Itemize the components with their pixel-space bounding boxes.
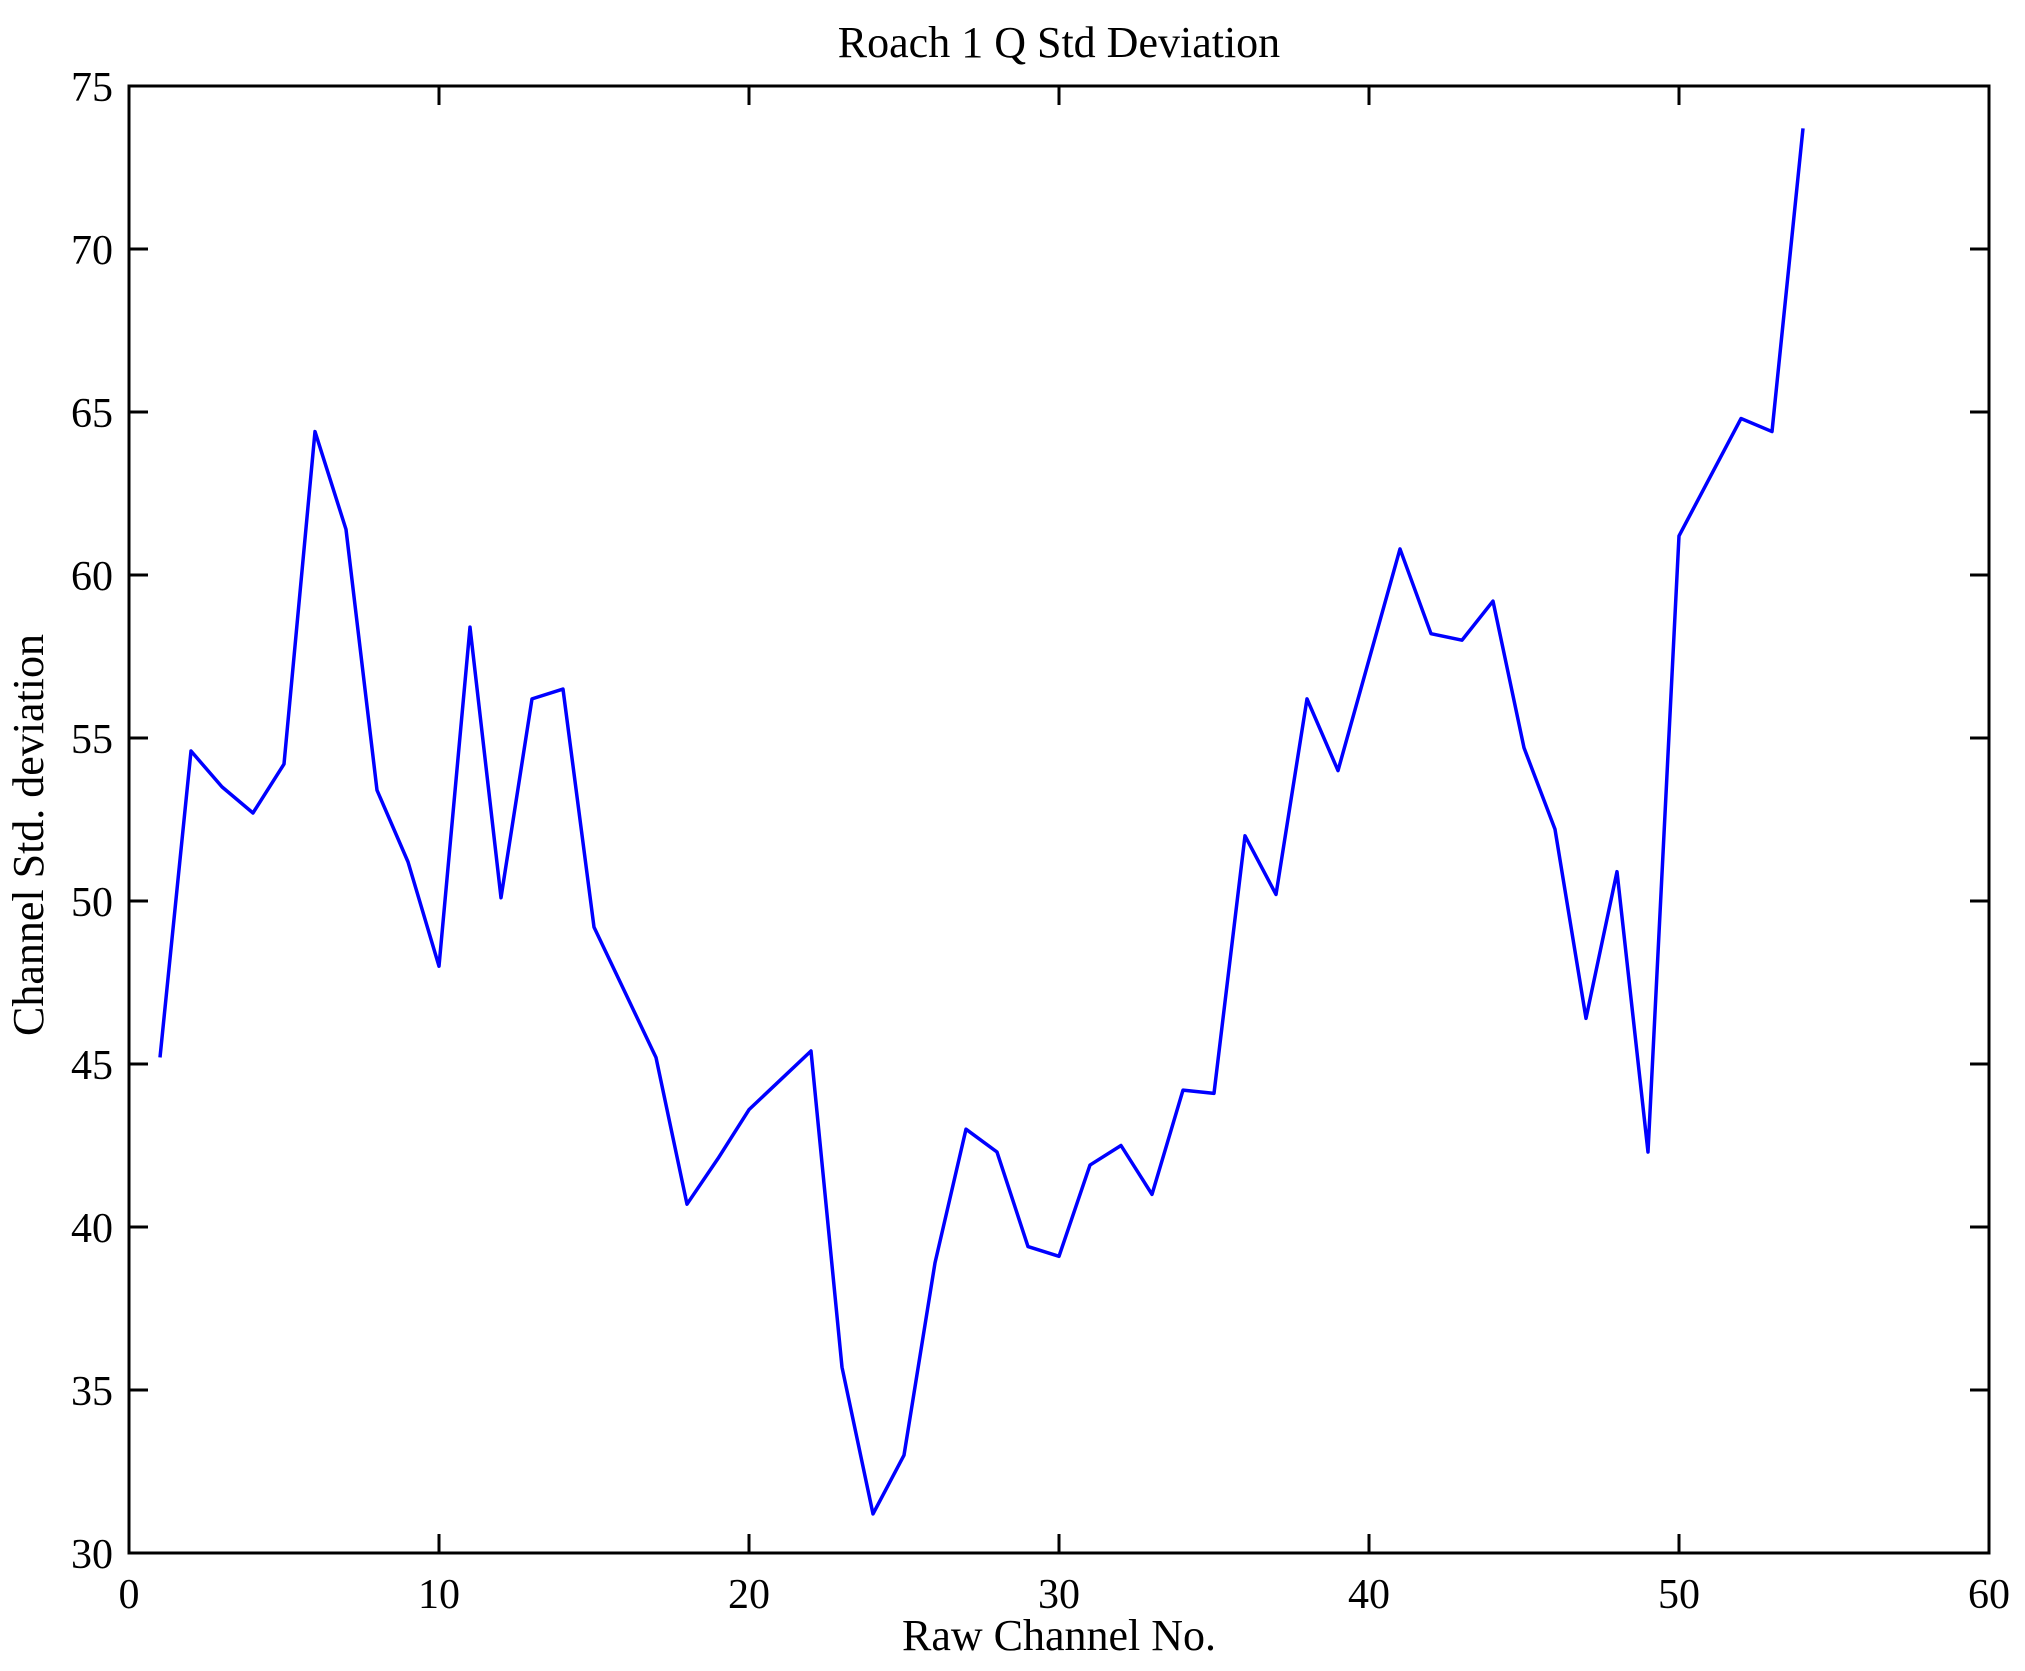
y-tick-label: 55 [71, 717, 113, 763]
y-tick-label: 30 [71, 1532, 113, 1578]
data-line [158, 128, 1805, 1516]
axis-ticks [127, 84, 1991, 1555]
y-axis-label: Channel Std. deviation [4, 634, 53, 1036]
plot-border [127, 84, 1991, 1555]
x-axis-label: Raw Channel No. [902, 1611, 1216, 1660]
x-tick-label: 0 [119, 1572, 140, 1618]
x-tick-label: 50 [1658, 1572, 1700, 1618]
x-tick-label: 10 [418, 1572, 460, 1618]
x-tick-label: 30 [1038, 1572, 1080, 1618]
x-tick-label: 20 [728, 1572, 770, 1618]
y-tick-label: 45 [71, 1043, 113, 1089]
x-tick-label: 40 [1348, 1572, 1390, 1618]
y-tick-label: 75 [71, 65, 113, 111]
y-tick-label: 40 [71, 1206, 113, 1252]
y-tick-label: 60 [71, 554, 113, 600]
y-tick-label: 65 [71, 391, 113, 437]
x-tick-label: 60 [1968, 1572, 2010, 1618]
y-tick-label: 70 [71, 228, 113, 274]
y-tick-label: 35 [71, 1369, 113, 1415]
x-tick-labels: 0 10 20 30 40 50 60 [119, 1572, 2011, 1618]
chart-title: Roach 1 Q Std Deviation [838, 18, 1280, 67]
y-tick-label: 50 [71, 880, 113, 926]
y-tick-labels: 30 35 40 45 50 55 60 65 70 75 [71, 65, 113, 1578]
